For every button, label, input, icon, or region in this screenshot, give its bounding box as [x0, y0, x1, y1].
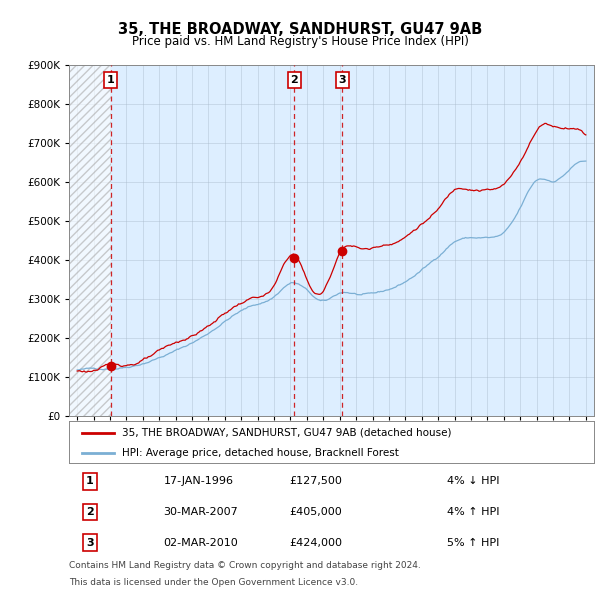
Text: This data is licensed under the Open Government Licence v3.0.: This data is licensed under the Open Gov… [69, 578, 358, 586]
Polygon shape [69, 65, 110, 416]
Text: 1: 1 [107, 75, 115, 85]
Text: 30-MAR-2007: 30-MAR-2007 [163, 507, 238, 517]
Text: 02-MAR-2010: 02-MAR-2010 [163, 538, 238, 548]
Text: Contains HM Land Registry data © Crown copyright and database right 2024.: Contains HM Land Registry data © Crown c… [69, 561, 421, 570]
Text: 35, THE BROADWAY, SANDHURST, GU47 9AB: 35, THE BROADWAY, SANDHURST, GU47 9AB [118, 22, 482, 37]
Text: 17-JAN-1996: 17-JAN-1996 [163, 477, 233, 486]
Text: Price paid vs. HM Land Registry's House Price Index (HPI): Price paid vs. HM Land Registry's House … [131, 35, 469, 48]
Text: 3: 3 [86, 538, 94, 548]
Text: 35, THE BROADWAY, SANDHURST, GU47 9AB (detached house): 35, THE BROADWAY, SANDHURST, GU47 9AB (d… [121, 428, 451, 438]
Text: 1: 1 [86, 477, 94, 486]
Text: £424,000: £424,000 [289, 538, 342, 548]
Text: 2: 2 [290, 75, 298, 85]
Text: £405,000: £405,000 [289, 507, 342, 517]
Text: 4% ↓ HPI: 4% ↓ HPI [447, 477, 499, 486]
Text: 5% ↑ HPI: 5% ↑ HPI [447, 538, 499, 548]
Text: £127,500: £127,500 [289, 477, 342, 486]
Text: 3: 3 [338, 75, 346, 85]
Text: 4% ↑ HPI: 4% ↑ HPI [447, 507, 499, 517]
Text: 2: 2 [86, 507, 94, 517]
Text: HPI: Average price, detached house, Bracknell Forest: HPI: Average price, detached house, Brac… [121, 448, 398, 457]
